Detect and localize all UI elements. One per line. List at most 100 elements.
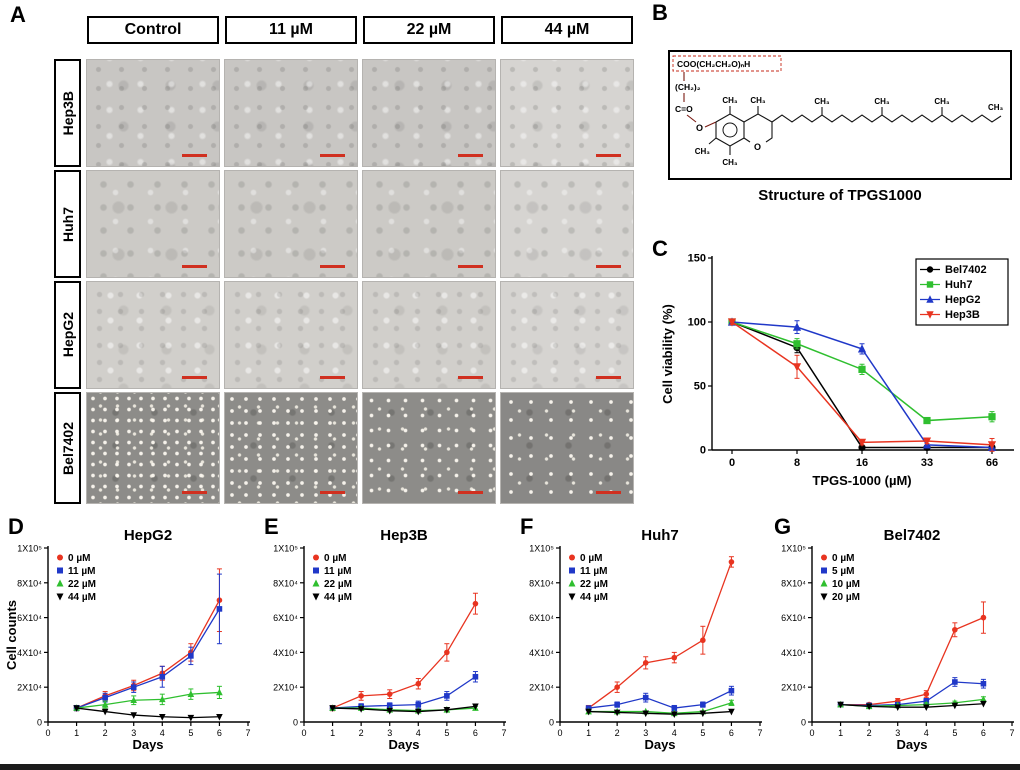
- scale-bar-icon: [320, 376, 345, 379]
- micrograph-hep3b-22um: [362, 59, 496, 167]
- col-header-control: Control: [87, 16, 219, 44]
- svg-text:2: 2: [103, 728, 108, 738]
- micrograph-huh7-control: [86, 170, 220, 278]
- svg-text:8: 8: [794, 457, 800, 469]
- svg-text:1X10⁵: 1X10⁵: [273, 544, 298, 554]
- svg-text:2X10⁴: 2X10⁴: [273, 683, 298, 693]
- svg-text:5: 5: [700, 728, 705, 738]
- svg-text:CH₃: CH₃: [722, 96, 738, 105]
- svg-text:(CH₂)₂: (CH₂)₂: [675, 82, 701, 92]
- svg-text:0: 0: [301, 728, 306, 738]
- scale-bar-icon: [458, 491, 483, 494]
- scale-bar-icon: [458, 376, 483, 379]
- svg-text:2X10⁴: 2X10⁴: [781, 683, 806, 693]
- figure-bottom-edge: [0, 764, 1020, 770]
- svg-text:2: 2: [359, 728, 364, 738]
- svg-text:2: 2: [867, 728, 872, 738]
- svg-text:4X10⁴: 4X10⁴: [781, 648, 806, 658]
- svg-text:20 µM: 20 µM: [832, 592, 860, 603]
- micrograph-huh7-11um: [224, 170, 358, 278]
- panel-d-label: D: [8, 514, 24, 539]
- svg-text:11 µM: 11 µM: [580, 566, 607, 577]
- col-header-22um: 22 µM: [363, 16, 495, 44]
- svg-text:CH₃: CH₃: [750, 96, 766, 105]
- scale-bar-icon: [596, 491, 621, 494]
- scale-bar-icon: [320, 265, 345, 268]
- scale-bar-icon: [320, 491, 345, 494]
- panel-e-label: E: [264, 514, 279, 539]
- svg-text:Cell viability (%): Cell viability (%): [660, 304, 675, 404]
- svg-text:7: 7: [501, 728, 506, 738]
- svg-text:5 µM: 5 µM: [832, 566, 854, 577]
- svg-text:1: 1: [838, 728, 843, 738]
- svg-text:CH₃: CH₃: [988, 103, 1004, 112]
- svg-text:Huh7: Huh7: [641, 527, 679, 544]
- svg-text:0: 0: [293, 718, 298, 728]
- micrograph-huh7-22um: [362, 170, 496, 278]
- svg-text:4: 4: [672, 728, 677, 738]
- svg-text:7: 7: [1009, 728, 1014, 738]
- col-header-11um: 11 µM: [225, 16, 357, 44]
- svg-text:6: 6: [217, 728, 222, 738]
- svg-text:10 µM: 10 µM: [832, 579, 860, 590]
- svg-text:11 µM: 11 µM: [324, 566, 351, 577]
- panel-f-label: F: [520, 514, 534, 539]
- svg-text:HepG2: HepG2: [124, 527, 172, 544]
- svg-text:CH₃: CH₃: [814, 97, 830, 106]
- micrograph-bel7402-22um: [362, 392, 496, 504]
- svg-text:Days: Days: [896, 737, 927, 752]
- svg-text:0 µM: 0 µM: [68, 553, 90, 564]
- micrograph-hep3b-11um: [224, 59, 358, 167]
- svg-text:22 µM: 22 µM: [580, 579, 608, 590]
- structure-box: COO(CH₂CH₂O)ₙH (CH₂)₂ C=O O O CH₃ CH₃ CH₃ CH₃ CH₃…: [668, 50, 1012, 180]
- structure-caption: Structure of TPGS1000: [758, 187, 922, 204]
- svg-text:1: 1: [74, 728, 79, 738]
- svg-text:1X10⁵: 1X10⁵: [17, 544, 42, 554]
- scale-bar-icon: [458, 154, 483, 157]
- svg-text:5: 5: [188, 728, 193, 738]
- svg-text:6: 6: [473, 728, 478, 738]
- svg-text:8X10⁴: 8X10⁴: [17, 578, 42, 588]
- svg-text:Cell counts: Cell counts: [4, 600, 19, 670]
- svg-text:Days: Days: [132, 737, 163, 752]
- scale-bar-icon: [596, 376, 621, 379]
- hep3b-growth-chart: 0 2X10⁴ 4X10⁴ 6X10⁴ 8X10⁴ 1X10⁵ 0 1 2 3 4 5 6 7 Hep3B D…: [273, 527, 506, 752]
- svg-text:5: 5: [444, 728, 449, 738]
- svg-text:0 µM: 0 µM: [324, 553, 346, 564]
- svg-text:0: 0: [549, 718, 554, 728]
- svg-text:3: 3: [131, 728, 136, 738]
- micrograph-huh7-44um: [500, 170, 634, 278]
- svg-text:0 µM: 0 µM: [832, 553, 854, 564]
- scale-bar-icon: [596, 265, 621, 268]
- svg-text:1: 1: [586, 728, 591, 738]
- row-label-huh7: Huh7: [54, 170, 81, 278]
- scale-bar-icon: [182, 376, 207, 379]
- svg-text:1X10⁵: 1X10⁵: [781, 544, 806, 554]
- svg-text:2X10⁴: 2X10⁴: [529, 683, 554, 693]
- svg-text:Hep3B: Hep3B: [945, 309, 980, 321]
- hepg2-growth-chart: 0 2X10⁴ 4X10⁴ 6X10⁴ 8X10⁴ 1X10⁵ 0 1 2 3 4 5 6 7 HepG2 D…: [4, 527, 251, 752]
- micrograph-hepg2-22um: [362, 281, 496, 389]
- svg-text:0: 0: [557, 728, 562, 738]
- svg-text:7: 7: [757, 728, 762, 738]
- svg-text:4X10⁴: 4X10⁴: [17, 648, 42, 658]
- svg-text:CH₃: CH₃: [695, 147, 711, 156]
- svg-text:Days: Days: [644, 737, 675, 752]
- svg-text:11 µM: 11 µM: [68, 566, 95, 577]
- svg-text:COO(CH₂CH₂O)ₙH: COO(CH₂CH₂O)ₙH: [677, 59, 750, 69]
- svg-text:1X10⁵: 1X10⁵: [529, 544, 554, 554]
- scale-bar-icon: [320, 154, 345, 157]
- svg-text:33: 33: [921, 457, 933, 469]
- bel7402-growth-chart: 0 2X10⁴ 4X10⁴ 6X10⁴ 8X10⁴ 1X10⁵ 0 1 2 3 4 5 6 7 Bel740…: [781, 527, 1014, 752]
- micrograph-bel7402-44um: [500, 392, 634, 504]
- svg-text:22 µM: 22 µM: [324, 579, 352, 590]
- micrograph-bel7402-11um: [224, 392, 358, 504]
- svg-text:66: 66: [986, 457, 998, 469]
- svg-text:150: 150: [688, 253, 706, 265]
- col-header-44um: 44 µM: [501, 16, 633, 44]
- svg-text:CH₃: CH₃: [874, 97, 890, 106]
- svg-text:6X10⁴: 6X10⁴: [529, 613, 554, 623]
- svg-text:4X10⁴: 4X10⁴: [273, 648, 298, 658]
